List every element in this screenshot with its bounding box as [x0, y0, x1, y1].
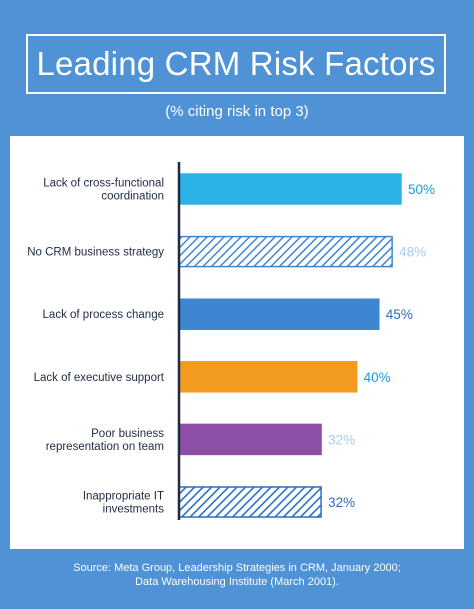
title-box: Leading CRM Risk Factors — [26, 34, 446, 94]
bar-2 — [178, 235, 393, 268]
source-line-2: Data Warehousing Institute (March 2001). — [135, 576, 339, 588]
value-label-1: 50% — [408, 182, 435, 197]
category-label-6: Inappropriate IT investments — [83, 491, 164, 516]
category-labels-group: Lack of cross-functional coordination No C… — [27, 178, 165, 516]
bar-chart: Lack of cross-functional coordination No C… — [27, 162, 435, 520]
chart-panel: Lack of cross-functional coordination No C… — [10, 136, 464, 549]
value-label-6: 32% — [328, 495, 355, 510]
category-label-4: Lack of executive support — [34, 372, 165, 384]
source-line-1: Source: Meta Group, Leadership Strategie… — [73, 562, 401, 574]
bar-4 — [178, 361, 358, 393]
value-labels-group: 50% 48% 45% 40% 32% 32% — [328, 182, 435, 510]
category-label-1: Lack of cross-functional coordination — [43, 178, 164, 203]
chart-subtitle: (% citing risk in top 3) — [165, 103, 309, 120]
category-label-5: Poor business representation on team — [46, 428, 165, 453]
category-label-2: No CRM business strategy — [27, 247, 164, 259]
chart-title: Leading CRM Risk Factors — [36, 45, 436, 82]
bars-group — [178, 173, 402, 518]
source-footer: Source: Meta Group, Leadership Strategie… — [0, 561, 474, 589]
value-label-4: 40% — [364, 370, 391, 385]
category-label-3: Lack of process change — [43, 309, 164, 321]
value-label-2: 48% — [399, 245, 426, 260]
bar-6 — [178, 486, 322, 518]
value-label-3: 45% — [386, 307, 413, 322]
value-label-5: 32% — [328, 432, 355, 447]
bar-5 — [178, 423, 322, 456]
bar-1 — [178, 173, 402, 205]
bar-3 — [178, 298, 380, 330]
